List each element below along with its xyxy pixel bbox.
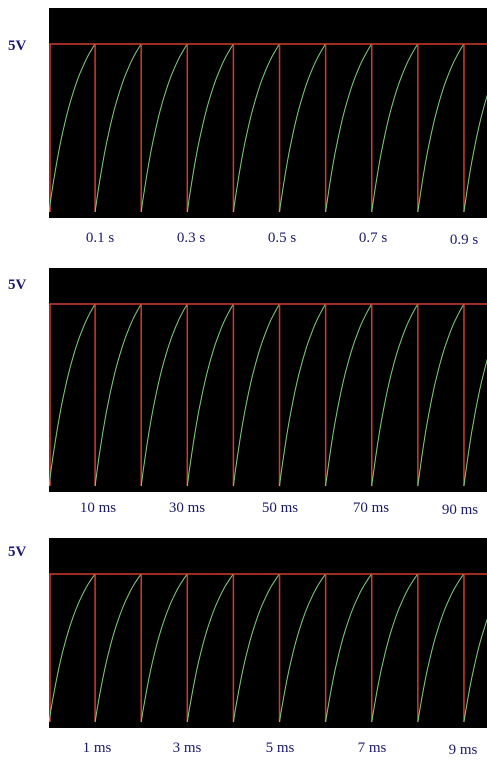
charge-curve-segment: [140, 43, 188, 213]
charge-curve-segment: [371, 43, 419, 213]
scope-plot: [49, 573, 487, 723]
x-tick-label: 0.1 s: [85, 230, 115, 246]
x-tick-label: 5 ms: [265, 740, 295, 756]
scope-panel-3: 5V 1 ms 3 ms 5 ms 7 ms 9 ms: [0, 530, 487, 761]
charge-curve-segment: [232, 303, 280, 487]
charge-curve-segment: [417, 43, 465, 213]
charge-curve-segment: [417, 573, 465, 723]
charge-curve-segment: [94, 573, 142, 723]
charge-curve-segment: [417, 303, 465, 487]
charge-curve-segment: [371, 303, 419, 487]
charge-curve-segment: [49, 43, 96, 213]
x-tick-label: 0.9 s: [449, 232, 479, 248]
charge-curve-segment: [279, 303, 327, 487]
y-label-5v: 5V: [8, 544, 27, 560]
charge-curve-segment: [94, 43, 142, 213]
charge-curve-segment: [463, 94, 487, 213]
x-tick-label: 0.5 s: [267, 230, 297, 246]
x-tick-label: 3 ms: [172, 740, 202, 756]
scope-plot: [49, 43, 487, 213]
x-tick-label: 70 ms: [352, 500, 390, 516]
charge-curve-segment: [232, 43, 280, 213]
charge-curve-segment: [186, 303, 234, 487]
y-label-5v: 5V: [8, 38, 27, 54]
x-tick-label: 0.7 s: [358, 230, 388, 246]
x-tick-label: 0.3 s: [176, 230, 206, 246]
x-tick-label: 30 ms: [168, 500, 206, 516]
charge-curve-segment: [49, 303, 96, 487]
charge-curve-segment: [463, 618, 487, 723]
scope-plot: [49, 303, 487, 487]
scope-panel-2: 5V 10 ms 30 ms 50 ms 70 ms 90 ms: [0, 262, 487, 520]
x-tick-label: 1 ms: [82, 740, 112, 756]
charge-curve-segment: [94, 303, 142, 487]
charge-curve-segment: [279, 573, 327, 723]
scope-screen: [49, 538, 487, 728]
scope-screen: [49, 268, 487, 492]
charge-curve-segment: [325, 303, 373, 487]
charge-curve-segment: [232, 573, 280, 723]
x-tick-label: 50 ms: [261, 500, 299, 516]
charge-curve-segment: [463, 358, 487, 487]
charge-curve-segment: [186, 43, 234, 213]
charge-curve-segment: [325, 573, 373, 723]
x-tick-label: 9 ms: [448, 742, 478, 758]
charge-curve-segment: [186, 573, 234, 723]
charge-curve-segment: [49, 573, 96, 723]
charge-curve-segment: [140, 303, 188, 487]
y-label-5v: 5V: [8, 277, 27, 293]
charge-curve-segment: [140, 573, 188, 723]
x-tick-label: 90 ms: [441, 502, 479, 518]
x-tick-label: 10 ms: [79, 500, 117, 516]
charge-curve-segment: [371, 573, 419, 723]
charge-curve-segment: [279, 43, 327, 213]
scope-screen: [49, 8, 487, 218]
x-tick-label: 7 ms: [357, 740, 387, 756]
scope-panel-1: 5V 0.1 s 0.3 s 0.5 s 0.7 s 0.9 s: [0, 0, 487, 260]
charge-curve-segment: [325, 43, 373, 213]
